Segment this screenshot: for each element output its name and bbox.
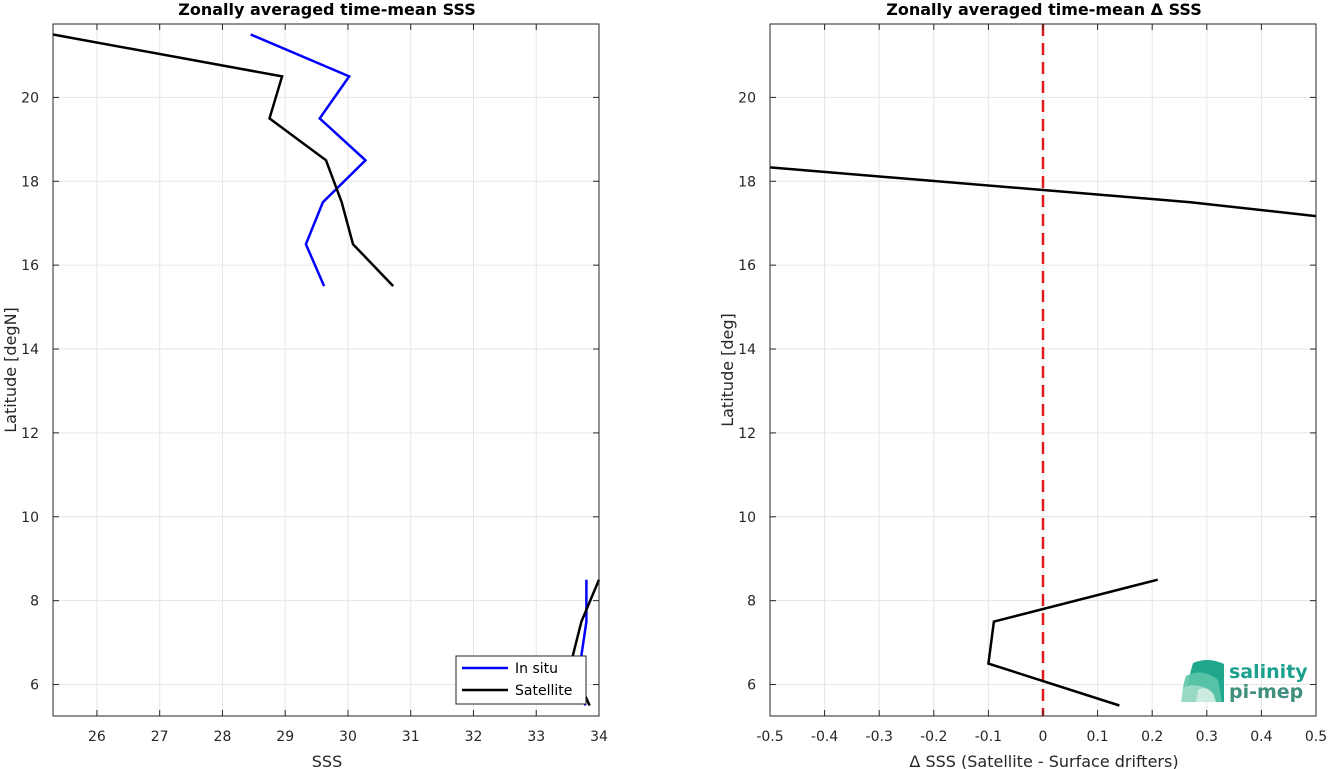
y-tick-label: 16 [738, 258, 756, 274]
x-tick-label: 0.2 [1141, 729, 1163, 745]
y-tick-label: 18 [738, 174, 756, 190]
legend: In situ Satellite [455, 655, 587, 705]
legend-label-satellite: Satellite [515, 683, 572, 699]
x-tick-label: 0.1 [1086, 729, 1108, 745]
x-tick-label: -0.3 [866, 729, 893, 745]
satellite-line [52, 33, 395, 287]
x-tick-label: -0.5 [756, 729, 783, 745]
logo-text-salinity: salinity [1229, 661, 1308, 683]
x-tick-label: 33 [527, 729, 545, 745]
y-tick-label: 14 [21, 342, 39, 358]
in-situ-line [250, 33, 368, 287]
x-axis-label: Δ SSS (Satellite - Surface drifters) [909, 752, 1178, 769]
chart-title: Zonally averaged time-mean SSS [178, 0, 476, 19]
x-tick-label: -0.2 [920, 729, 947, 745]
y-tick-label: 8 [747, 594, 756, 610]
x-tick-label: 27 [151, 729, 169, 745]
axes-box [769, 23, 1317, 717]
x-tick-label: 31 [402, 729, 420, 745]
x-tick-label: 28 [214, 729, 232, 745]
y-tick-label: 10 [21, 510, 39, 526]
chart-title: Zonally averaged time-mean Δ SSS [886, 0, 1202, 19]
x-tick-label: 29 [276, 729, 294, 745]
x-tick-label: -0.4 [811, 729, 838, 745]
x-tick-label: 0.3 [1196, 729, 1218, 745]
delta-sss-line [987, 578, 1159, 707]
sss-panel: Zonally averaged time-mean SSS 26 27 28 29 3… [1, 0, 608, 769]
y-tick-label: 12 [21, 426, 39, 442]
legend-box [455, 655, 587, 705]
salinity-pi-mep-logo: salinity pi-mep [1181, 660, 1308, 703]
y-tick-label: 6 [747, 678, 756, 694]
y-tick-label: 10 [738, 510, 756, 526]
x-tick-label: 26 [88, 729, 106, 745]
x-tick-label: 34 [590, 729, 608, 745]
x-tick-label: 0.4 [1250, 729, 1272, 745]
x-tick-label: -0.1 [975, 729, 1002, 745]
y-tick-label: 20 [21, 90, 39, 106]
axes-box [52, 23, 600, 717]
logo-text-pi-mep: pi-mep [1229, 681, 1303, 703]
y-tick-label: 8 [30, 594, 39, 610]
x-axis-label: SSS [312, 752, 342, 769]
x-tick-label: 0.5 [1305, 729, 1327, 745]
y-tick-label: 20 [738, 90, 756, 106]
x-tick-label: 30 [339, 729, 357, 745]
delta-sss-line [769, 166, 1317, 218]
legend-label-insitu: In situ [515, 661, 558, 677]
wave-logo-icon [1181, 660, 1224, 702]
delta-sss-panel: Zonally averaged time-mean Δ SSS -0.5 -0.… [718, 0, 1327, 769]
y-tick-label: 16 [21, 258, 39, 274]
x-tick-label: 0 [1039, 729, 1048, 745]
y-tick-label: 12 [738, 426, 756, 442]
y-axis-label: Latitude [degN] [1, 307, 20, 433]
y-tick-label: 6 [30, 678, 39, 694]
y-axis-label: Latitude [deg] [718, 313, 737, 427]
y-tick-label: 14 [738, 342, 756, 358]
y-tick-label: 18 [21, 174, 39, 190]
x-tick-label: 32 [465, 729, 483, 745]
